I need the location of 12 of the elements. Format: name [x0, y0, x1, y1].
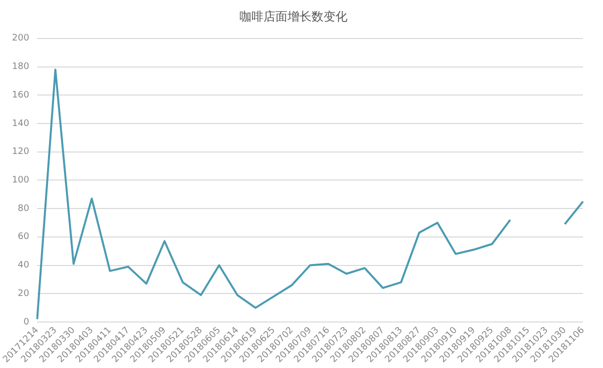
- y-tick-label: 20: [18, 288, 30, 299]
- y-tick-label: 160: [12, 90, 30, 100]
- y-tick-label: 180: [12, 62, 30, 72]
- y-tick-label: 40: [18, 260, 30, 271]
- y-tick-label: 140: [12, 118, 30, 129]
- y-tick-label: 80: [18, 204, 30, 214]
- y-tick-label: 100: [12, 176, 30, 186]
- y-tick-label: 120: [12, 147, 30, 158]
- y-tick-label: 200: [12, 34, 30, 44]
- y-tick-label: 0: [23, 317, 30, 328]
- y-tick-label: 60: [18, 232, 30, 242]
- chart-title: 咖啡店面增长数变化: [240, 9, 348, 24]
